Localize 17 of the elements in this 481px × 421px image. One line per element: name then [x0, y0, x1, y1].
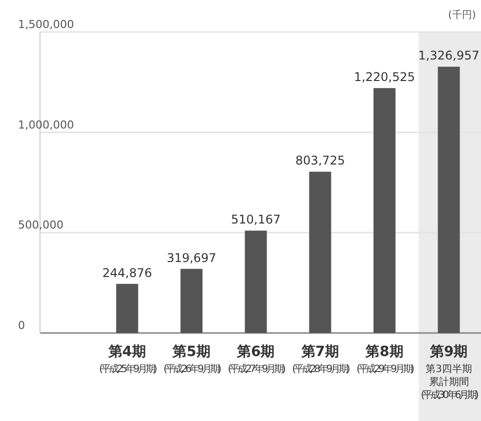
data-label: 1,326,957	[418, 48, 480, 63]
data-label: 803,725	[295, 154, 345, 168]
x-tick-label: 第4期 (平成25年9月期)	[99, 344, 158, 375]
x-tick-label: 第5期 (平成26年9月期)	[164, 344, 222, 375]
data-label: 510,167	[231, 212, 281, 227]
y-tick-label: 500,000	[18, 218, 64, 232]
x-tick-label: 第8期 (平成29年9月期)	[356, 344, 415, 375]
y-tick-label: 0	[18, 319, 25, 332]
y-tick-label: 1,500,000	[18, 18, 74, 31]
x-tick-label: 第7期 (平成28年9月期)	[292, 344, 350, 375]
x-tick-label: 第9期第3四半期累計期間 (平成30年6月期)	[420, 344, 480, 401]
y-axis-title: (千円)	[448, 9, 476, 21]
y-tick-label: 1,000,000	[18, 118, 74, 132]
x-tick-label: 第6期 (平成27年9月期)	[228, 344, 286, 375]
data-label: 1,220,525	[354, 70, 416, 84]
data-label: 319,697	[166, 250, 216, 265]
data-label: 244,876	[102, 266, 152, 280]
